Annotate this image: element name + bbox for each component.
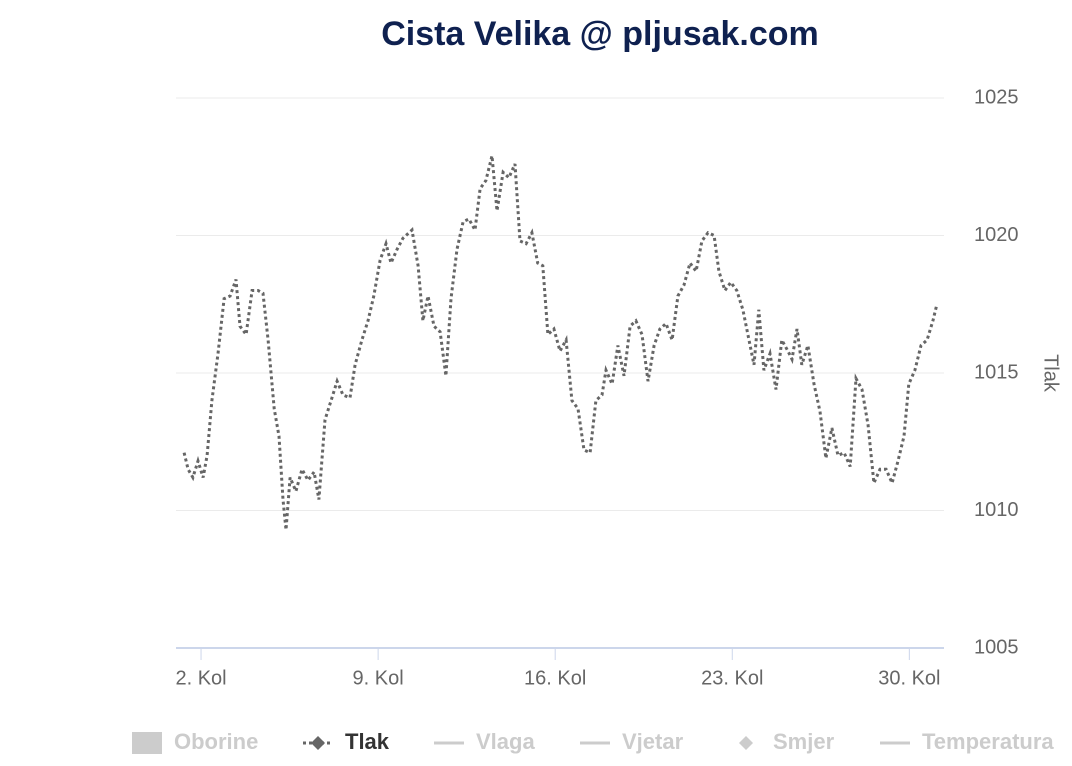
legend-label[interactable]: Temperatura — [922, 729, 1054, 754]
x-tick-label: 16. Kol — [524, 667, 586, 689]
y-tick-label: 1005 — [974, 636, 1019, 658]
chart-title: Cista Velika @ pljusak.com — [381, 15, 819, 53]
y-tick-label: 1015 — [974, 361, 1019, 383]
x-tick-label: 2. Kol — [175, 667, 226, 689]
legend-label[interactable]: Smjer — [773, 729, 835, 754]
y-axis-title: Tlak — [1040, 354, 1062, 393]
legend-label[interactable]: Tlak — [345, 729, 390, 754]
x-tick-label: 30. Kol — [878, 667, 940, 689]
line-series — [182, 155, 939, 530]
legend-label[interactable]: Vjetar — [622, 729, 684, 754]
y-tick-label: 1020 — [974, 224, 1019, 246]
legend-marker — [311, 736, 325, 750]
y-tick-label: 1025 — [974, 86, 1019, 108]
legend-symbol — [132, 732, 162, 754]
x-tick-label: 23. Kol — [701, 667, 763, 689]
legend-label[interactable]: Vlaga — [476, 729, 535, 754]
legend-marker — [739, 736, 753, 750]
legend-label[interactable]: Oborine — [174, 729, 258, 754]
y-tick-label: 1010 — [974, 499, 1019, 521]
x-tick-label: 9. Kol — [353, 667, 404, 689]
